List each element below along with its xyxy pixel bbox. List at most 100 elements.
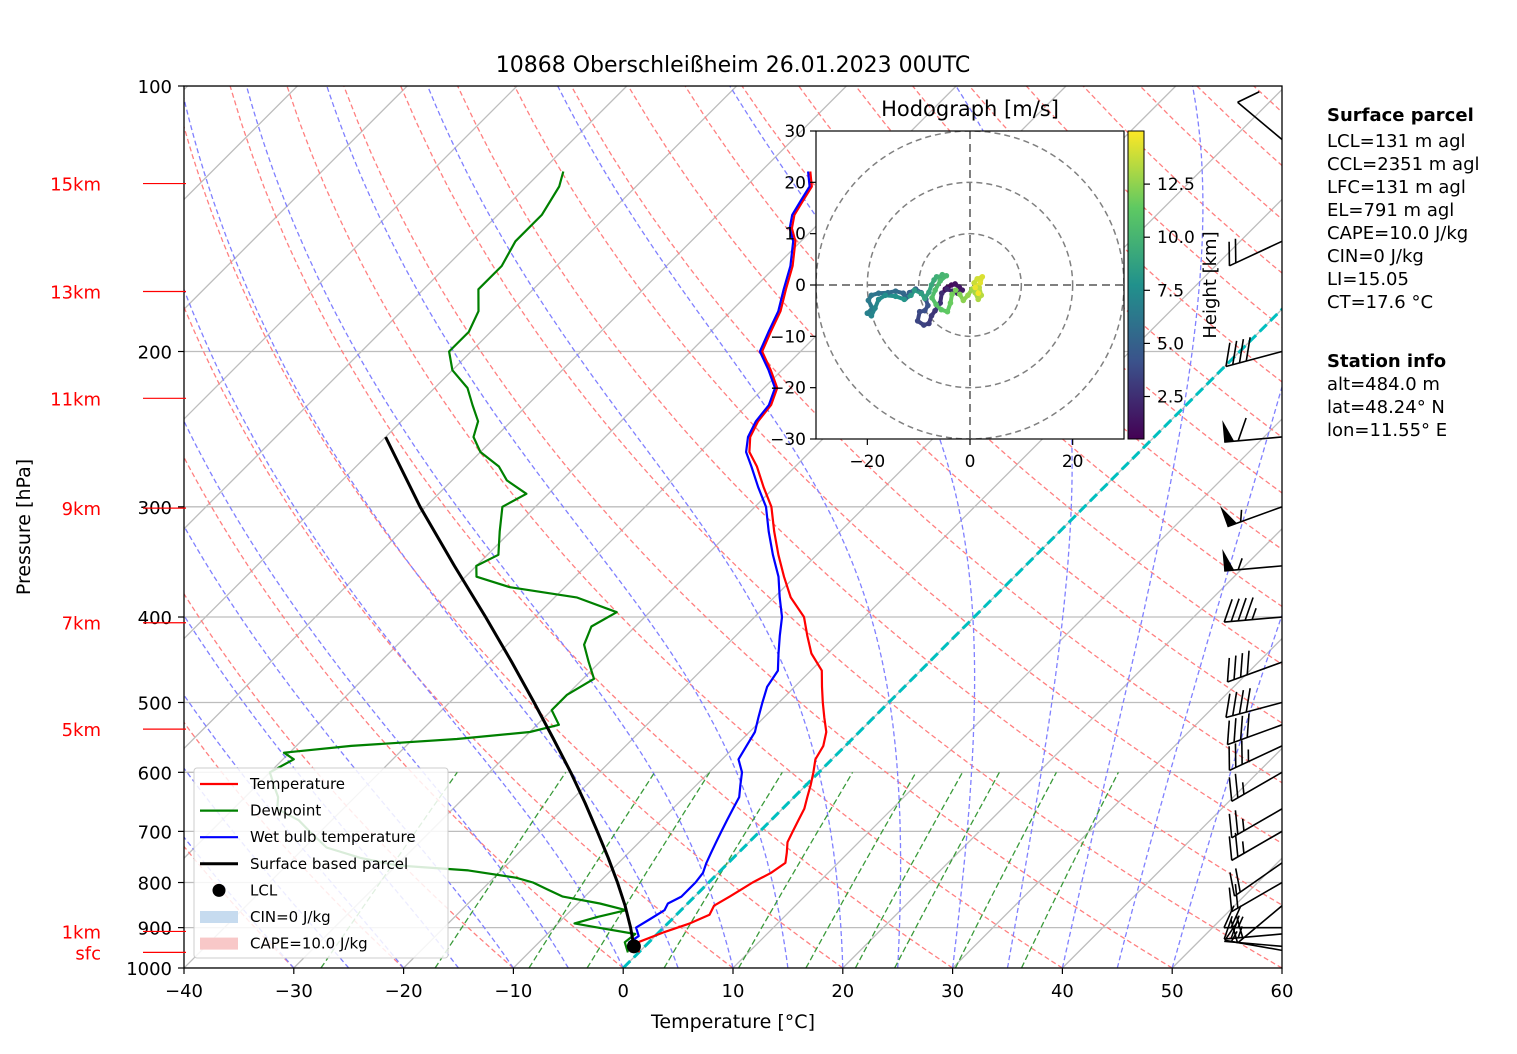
isotherm [184, 86, 628, 530]
colorbar-tick-label: 2.5 [1157, 388, 1184, 408]
hodograph-point [872, 305, 878, 311]
y-tick-label: 800 [138, 874, 172, 895]
wind-barb [1222, 549, 1283, 572]
dry-adiabat [184, 456, 624, 968]
colorbar-tick-label: 5.0 [1157, 334, 1184, 354]
hodograph-title: Hodograph [m/s] [881, 97, 1059, 121]
x-axis-label: Temperature [°C] [650, 1011, 815, 1033]
hodograph-point [944, 308, 951, 315]
hodograph-y-tick-label: 30 [784, 122, 806, 142]
hodograph-point [892, 293, 899, 300]
y-tick-label: 200 [138, 343, 172, 364]
surface-based-parcel-line [384, 436, 636, 953]
dry-adiabat [184, 124, 844, 968]
moist-adiabat [184, 419, 569, 968]
legend-label: CAPE=10.0 J/kg [250, 935, 368, 953]
isotherm [512, 198, 1282, 968]
hodograph-point [928, 282, 935, 288]
hodograph-x-tick-label: −20 [849, 452, 885, 472]
hodograph-point [972, 284, 978, 291]
dry-adiabat [457, 86, 1282, 906]
hodograph-point [901, 296, 908, 303]
hodograph-point [875, 296, 882, 303]
wind-barb [1228, 771, 1283, 803]
hodograph-point [976, 284, 983, 291]
wind-barb [1226, 713, 1283, 746]
surface-parcel-line: LFC=131 m agl [1327, 177, 1466, 198]
hodograph-point [937, 278, 944, 284]
hodograph-ring [866, 181, 1074, 389]
legend-label: Temperature [249, 775, 345, 793]
y-axis-label: Pressure [hPa] [13, 459, 35, 595]
hodograph-point [952, 281, 958, 287]
height-tick-label: 7km [62, 614, 101, 635]
wind-barb [1228, 740, 1283, 772]
hodograph-point [868, 292, 875, 299]
y-tick-label: 900 [138, 919, 172, 940]
mixing-ratio-line [528, 771, 656, 968]
hodograph-point [938, 290, 945, 297]
moist-adiabat [1061, 86, 1204, 968]
dry-adiabat [343, 86, 1173, 968]
hodograph-point [975, 296, 982, 303]
x-tick-label: −30 [275, 981, 313, 1002]
mixing-ratio-line [586, 771, 711, 968]
hodograph-point [864, 310, 871, 317]
height-tick-label: 5km [62, 720, 101, 741]
hodograph-point [929, 295, 935, 301]
isotherm [184, 86, 408, 311]
x-tick-label: 60 [1271, 981, 1294, 1002]
hodograph-point [900, 290, 907, 297]
wind-barb [1228, 881, 1283, 913]
hodograph-point [960, 297, 967, 304]
wind-barb [1237, 91, 1283, 141]
dry-adiabat [229, 86, 953, 968]
height-tick-label: sfc [75, 943, 101, 964]
hodograph-point [974, 276, 980, 282]
hodograph-x-tick-label: 20 [1062, 452, 1084, 472]
wind-barbs [1220, 91, 1283, 952]
hodograph-point [892, 288, 899, 294]
hodograph-point [932, 287, 938, 293]
moist-adiabat [1171, 613, 1282, 968]
mixing-ratio-line [854, 771, 964, 968]
legend-label: Wet bulb temperature [250, 828, 416, 846]
hodograph-point [956, 291, 963, 298]
hodograph-point [916, 308, 923, 315]
mixing-ratio-line [954, 771, 1057, 968]
colorbar-tick-label: 7.5 [1157, 281, 1184, 301]
wind-barb [1220, 506, 1283, 528]
station-info-line: lon=11.55° E [1327, 420, 1447, 441]
hodograph-point [947, 300, 954, 306]
hodograph-point [926, 320, 932, 327]
wind-barb [1224, 930, 1283, 948]
station-info-line: lat=48.24° N [1327, 397, 1445, 418]
mixing-ratio-line [894, 771, 1000, 968]
hodograph-point [911, 287, 918, 293]
hodograph-point [918, 290, 925, 297]
legend-label: CIN=0 J/kg [250, 908, 331, 926]
hodograph-point [938, 306, 945, 313]
hodograph-point [952, 287, 959, 293]
hodograph-point [944, 286, 950, 292]
x-axis-ticks: −40 −30 −20 −10 0 10 20 30 40 50 60 [165, 968, 1293, 1002]
legend-label: Surface based parcel [250, 855, 408, 873]
hodograph-point [933, 301, 939, 308]
x-tick-label: 20 [831, 981, 854, 1002]
legend: Temperature Dewpoint Wet bulb temperature S… [193, 767, 449, 959]
hodograph-point [925, 302, 931, 309]
hodograph-point [926, 289, 932, 295]
temperature-line [636, 171, 828, 953]
height-tick-label: 1km [62, 922, 101, 943]
surface-parcel-line: EL=791 m agl [1327, 200, 1454, 221]
hodograph-point [965, 292, 971, 299]
dry-adiabat [400, 86, 1282, 968]
surface-parcel-line: CCL=2351 m agl [1327, 154, 1480, 175]
y-tick-label: 400 [138, 608, 172, 629]
surface-parcel-line: CAPE=10.0 J/kg [1327, 223, 1468, 244]
isotherm [0, 86, 78, 968]
colorbar [1127, 130, 1145, 440]
y-tick-label: 700 [138, 822, 172, 843]
